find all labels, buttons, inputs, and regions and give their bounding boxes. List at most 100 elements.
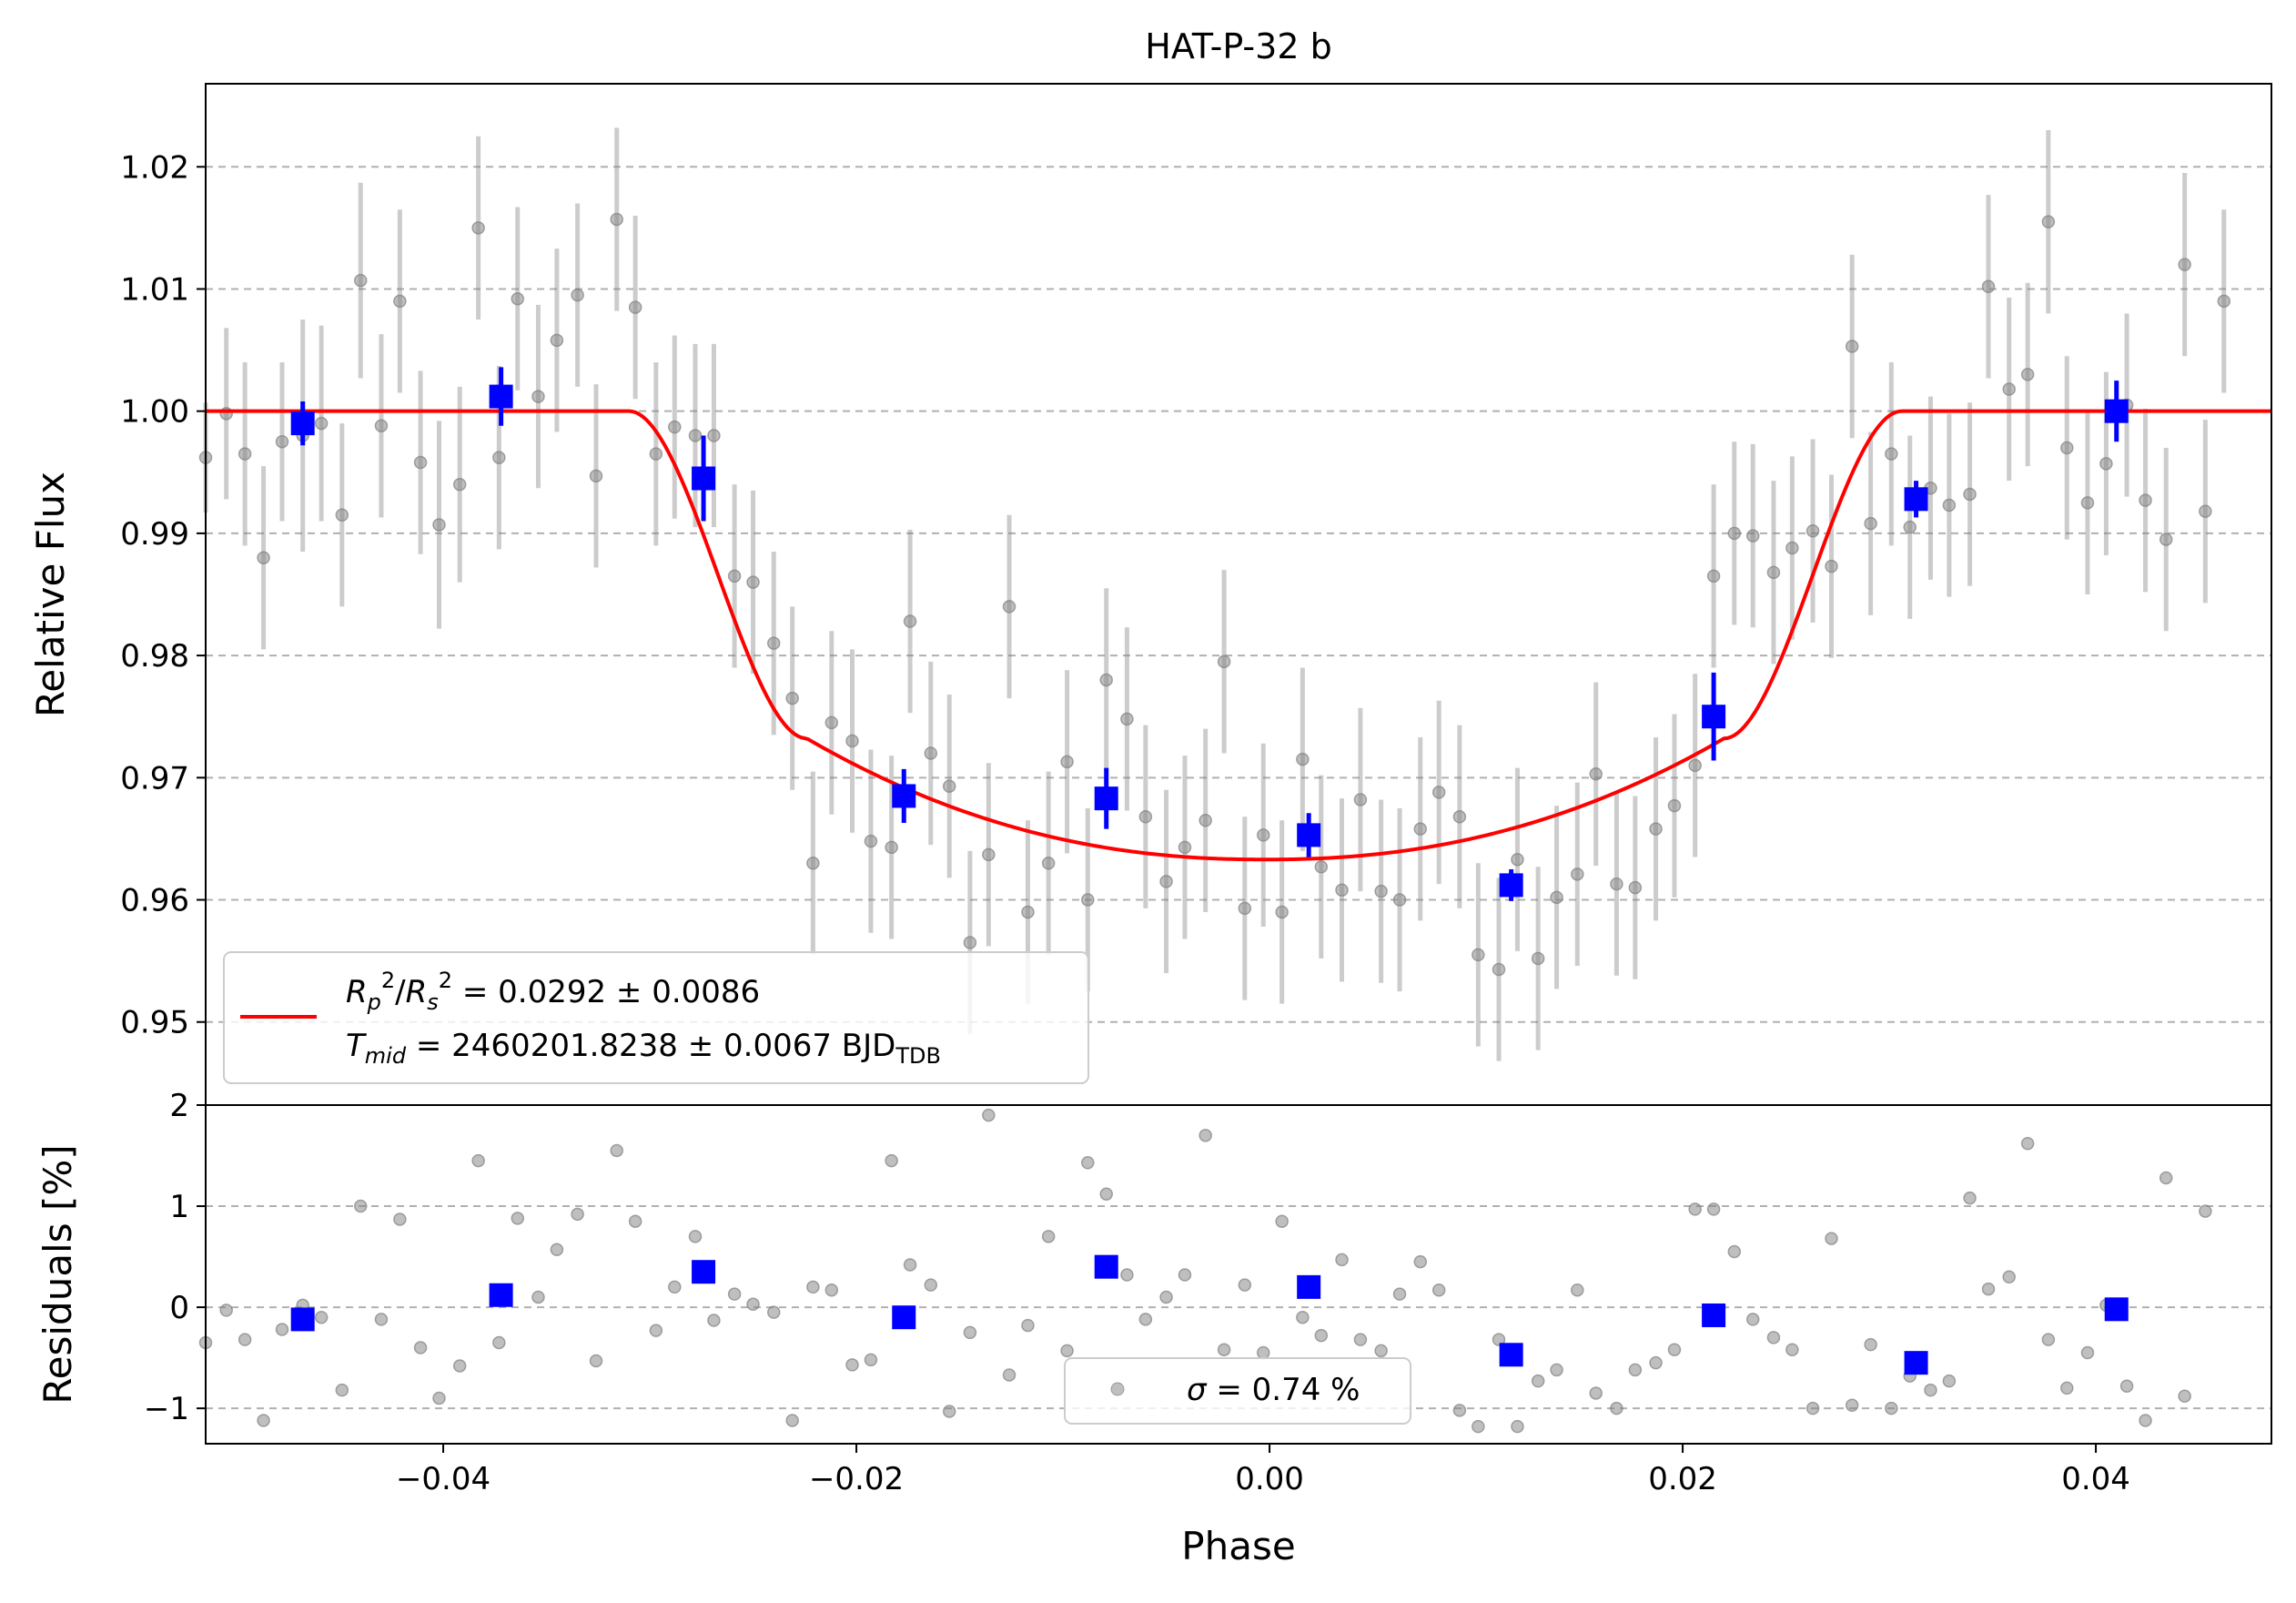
raw-data-point [2020, 368, 2035, 381]
residual-raw-point [1727, 1244, 1742, 1259]
raw-data-point [1706, 569, 1721, 583]
residual-binned-point [489, 1283, 513, 1307]
residual-binned-point [1904, 1351, 1928, 1375]
raw-data-point [1492, 962, 1506, 977]
raw-data-point [1199, 814, 1212, 827]
residual-raw-point [1081, 1156, 1095, 1170]
raw-data-point [393, 294, 407, 309]
residuals-legend: σ = 0.74 % [1064, 1357, 1411, 1425]
residual-raw-point [806, 1280, 820, 1294]
main-legend-box [223, 951, 1089, 1084]
main-raw-points [198, 127, 2231, 1061]
residual-raw-point [1511, 1419, 1524, 1434]
main-legend: Rp2/Rs2 = 0.0292 ± 0.0086 Tmid = 2460201… [223, 951, 1089, 1084]
residual-binned-point [692, 1260, 716, 1284]
residual-raw-point [1041, 1230, 1056, 1243]
raw-data-point [1589, 767, 1603, 781]
raw-data-point [785, 691, 799, 705]
raw-data-point [1649, 822, 1663, 836]
residual-raw-point [1745, 1313, 1760, 1326]
residual-raw-point [1628, 1363, 1643, 1377]
residual-raw-point [314, 1310, 329, 1324]
residual-raw-point [1864, 1337, 1877, 1352]
sigma-value: = 0.74 % [1207, 1372, 1360, 1408]
x-tick-label: 0.00 [1235, 1461, 1304, 1497]
raw-data-point [471, 221, 485, 235]
residual-raw-point [1845, 1398, 1859, 1413]
residual-raw-point [1021, 1318, 1035, 1333]
main-y-tick-label: 0.98 [120, 638, 189, 675]
raw-data-point [2178, 258, 2191, 271]
residual-raw-point [2080, 1345, 2095, 1360]
raw-data-point [1452, 810, 1467, 824]
main-y-tick-label: 1.01 [120, 271, 189, 308]
residual-raw-point [1256, 1345, 1270, 1360]
raw-data-point [963, 936, 977, 949]
raw-data-point [1353, 793, 1368, 807]
residual-raw-point [727, 1287, 742, 1301]
residuals-y-tick-label: 0 [169, 1290, 189, 1326]
residual-raw-point [610, 1143, 623, 1158]
raw-data-point [531, 390, 545, 403]
main-y-tick-label: 0.95 [120, 1005, 189, 1041]
raw-data-point [1238, 901, 1252, 916]
residual-raw-point [982, 1108, 996, 1122]
residual-raw-point [1981, 1282, 1996, 1296]
raw-data-point [1610, 877, 1623, 891]
x-tick-label: −0.04 [396, 1461, 491, 1497]
raw-data-point [1571, 867, 1584, 881]
residual-raw-point [335, 1383, 349, 1397]
raw-data-point [1256, 828, 1270, 842]
raw-data-point [374, 419, 389, 433]
residual-binned-point [1094, 1254, 1118, 1279]
binned-data-point [1094, 786, 1118, 811]
binned-data-point [1702, 705, 1726, 729]
binned-data-point [692, 466, 716, 491]
raw-data-point [1727, 526, 1742, 541]
raw-data-point [1335, 883, 1349, 898]
residual-raw-point [2041, 1333, 2056, 1346]
raw-data-point [885, 840, 898, 855]
raw-data-point [1178, 840, 1192, 855]
raw-data-point [1314, 860, 1329, 874]
residual-binned-point [1499, 1343, 1523, 1367]
legend-model-label-line1: Rp2/Rs2 = 0.0292 ± 0.0086 [346, 968, 760, 1015]
raw-data-point [354, 273, 368, 288]
raw-data-point [1766, 565, 1781, 580]
raw-data-point [2217, 294, 2231, 309]
residual-raw-point [707, 1314, 721, 1327]
raw-data-point [1864, 516, 1877, 531]
raw-data-point [942, 779, 956, 793]
main-y-tick-label: 0.97 [120, 760, 189, 796]
residual-raw-point [511, 1212, 525, 1225]
raw-data-point [1002, 600, 1017, 614]
raw-data-point [1374, 884, 1388, 898]
raw-data-point [2159, 533, 2173, 546]
raw-data-point [1120, 712, 1134, 726]
binned-data-point [290, 411, 315, 436]
residual-raw-point [275, 1323, 289, 1336]
raw-data-point [1413, 822, 1428, 836]
residual-raw-point [2178, 1389, 2191, 1404]
residual-raw-point [767, 1305, 781, 1319]
residual-raw-point [238, 1333, 252, 1346]
raw-data-point [2060, 441, 2074, 455]
residuals-y-tick-label: 1 [169, 1189, 189, 1225]
residual-raw-point [1296, 1310, 1310, 1324]
raw-data-point [727, 569, 742, 583]
legend-tdb-subscript: TDB [895, 1043, 941, 1069]
raw-data-point [452, 477, 467, 492]
raw-data-point [1472, 948, 1485, 962]
raw-data-point [1041, 857, 1056, 870]
residual-raw-point [1217, 1343, 1231, 1356]
residuals-legend-marker [1110, 1382, 1125, 1396]
residual-raw-point [1238, 1278, 1252, 1292]
raw-data-point [1159, 875, 1173, 888]
main-y-axis-label: Relative Flux [28, 472, 73, 717]
main-y-tick-label: 1.00 [120, 394, 189, 431]
residuals-y-tick-label: −1 [144, 1391, 189, 1427]
residual-raw-point [531, 1290, 545, 1304]
raw-data-point [2099, 457, 2113, 471]
raw-data-point [903, 614, 917, 628]
